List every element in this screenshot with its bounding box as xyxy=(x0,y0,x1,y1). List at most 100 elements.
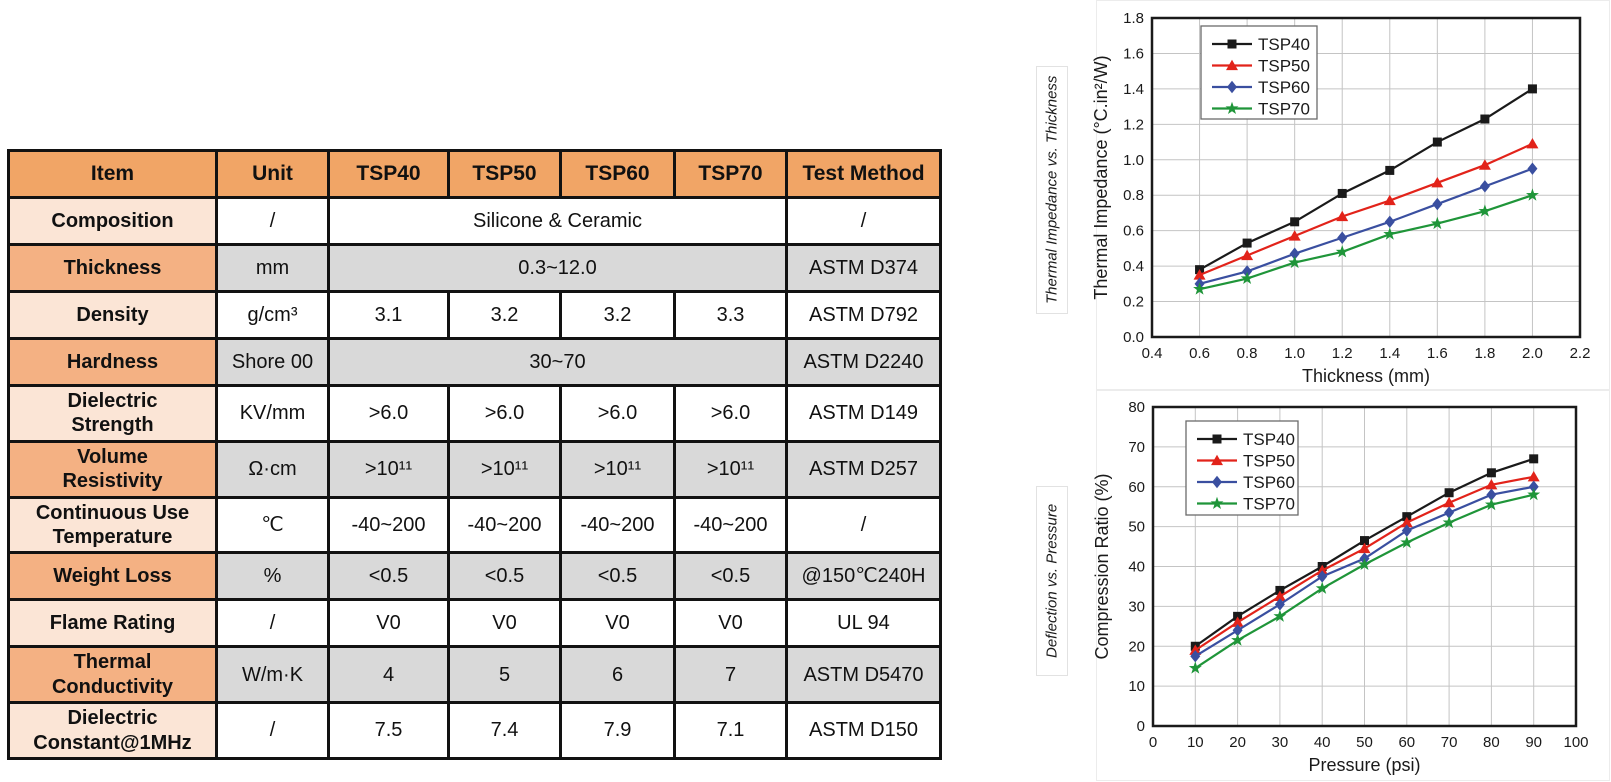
x-axis-label: Pressure (psi) xyxy=(1308,755,1420,775)
unit-cell: / xyxy=(215,598,330,649)
value-cell-tsp50: >10¹¹ xyxy=(447,439,562,499)
item-cell: Continuous Use Temperature xyxy=(7,495,218,555)
test-method-cell: / xyxy=(785,495,942,555)
x-tick-label: 40 xyxy=(1314,734,1331,751)
x-tick-label: 1.4 xyxy=(1379,345,1400,362)
value-cell-tsp60: >6.0 xyxy=(559,384,676,443)
x-tick-label: 0 xyxy=(1149,734,1157,751)
marker-triangle xyxy=(1193,269,1206,280)
x-tick-label: 100 xyxy=(1563,734,1588,751)
y-axis-label: Thermal Impedance (°C.in²/W) xyxy=(1091,55,1111,299)
marker-star xyxy=(1383,227,1397,240)
marker-diamond xyxy=(1212,475,1222,489)
table-row: Dielectric Constant@1MHz/7.5 7.4 7.9 7.1 AST… xyxy=(7,701,942,760)
x-tick-label: 20 xyxy=(1229,734,1246,751)
marker-diamond xyxy=(1289,247,1300,260)
marker-triangle xyxy=(1226,59,1238,71)
y-tick-label: 1.6 xyxy=(1123,45,1144,62)
legend-label-tsp70: TSP70 xyxy=(1258,100,1310,119)
marker-star xyxy=(1315,581,1329,594)
marker-star xyxy=(1400,535,1414,549)
unit-cell: g/cm³ xyxy=(215,290,330,340)
marker-square xyxy=(1486,468,1496,478)
y-tick-label: 0.0 xyxy=(1123,329,1144,346)
plot-border xyxy=(1151,405,1578,728)
marker-triangle xyxy=(1431,177,1444,188)
marker-star xyxy=(1442,515,1456,529)
test-method-cell: @150℃240H xyxy=(785,551,942,602)
table-header-row: Item Unit TSP40 TSP50 TSP60 TSP70 Test Method xyxy=(7,149,942,199)
column-header-tsp40: TSP40 xyxy=(327,149,450,199)
x-tick-label: 0.8 xyxy=(1237,345,1258,362)
y-tick-label: 40 xyxy=(1128,559,1145,576)
value-cell-tsp40: -40~200 xyxy=(327,495,450,555)
table-row: Thermal Conductivity W/m·K 4 5 6 7 ASTM D5470 xyxy=(7,645,942,705)
unit-cell: / xyxy=(215,701,330,760)
value-cell-tsp40: V0 xyxy=(327,598,450,649)
x-tick-label: 2.2 xyxy=(1570,345,1591,362)
legend-label-tsp50: TSP50 xyxy=(1258,57,1310,76)
item-cell: Density xyxy=(7,290,218,340)
column-header-tsp50: TSP50 xyxy=(447,149,562,199)
value-cell-tsp50: 3.2 xyxy=(447,290,562,340)
x-tick-label: 10 xyxy=(1187,734,1204,751)
compression-ratio-chart: 0 10 20 30 40 50 60 70 80 90 100 0 10 20 30 40 50 60 70 80 P… xyxy=(1092,399,1589,775)
value-cell-tsp60: 6 xyxy=(559,645,676,705)
table-row: Continuous Use Temperature ℃ -40~200 -40~20… xyxy=(7,495,942,555)
legend-label-tsp70: TSP70 xyxy=(1243,495,1295,514)
y-tick-label: 10 xyxy=(1128,678,1145,695)
table-row: Composition / Silicone & Ceramic / xyxy=(7,196,942,246)
value-cell-tsp40: 4 xyxy=(327,645,450,705)
value-cell-tsp50: 5 xyxy=(447,645,562,705)
y-tick-label: 0.8 xyxy=(1123,187,1144,204)
marker-triangle xyxy=(1443,496,1456,508)
y-axis-label: Compression Ratio (%) xyxy=(1092,473,1112,659)
marker-square xyxy=(1212,434,1222,444)
value-cell-merged: Silicone & Ceramic xyxy=(327,196,788,246)
value-cell-tsp60: -40~200 xyxy=(559,495,676,555)
item-cell: Thickness xyxy=(7,243,218,293)
unit-cell: mm xyxy=(215,243,330,293)
table-row: Thickness mm 0.3~12.0 ASTM D374 xyxy=(7,243,942,293)
marker-star xyxy=(1335,245,1349,258)
marker-triangle xyxy=(1358,542,1371,554)
value-cell-tsp70: >6.0 xyxy=(673,384,788,443)
marker-diamond xyxy=(1486,488,1497,501)
item-cell: Hardness xyxy=(7,337,218,387)
column-header-unit: Unit xyxy=(215,149,330,199)
spec-table: Item Unit TSP40 TSP50 TSP60 TSP70 Test Method … xyxy=(7,149,942,760)
column-header-test-method: Test Method xyxy=(785,149,942,199)
marker-square xyxy=(1290,217,1300,227)
unit-cell: Shore 00 xyxy=(215,337,330,387)
test-method-cell: ASTM D257 xyxy=(785,439,942,499)
y-tick-label: 0.4 xyxy=(1123,258,1144,275)
marker-square xyxy=(1385,165,1395,175)
marker-square xyxy=(1360,536,1369,546)
marker-diamond xyxy=(1274,598,1285,611)
marker-diamond xyxy=(1242,265,1253,278)
column-header-item: Item xyxy=(7,149,218,199)
item-cell: Composition xyxy=(7,196,218,246)
marker-star xyxy=(1225,101,1239,114)
legend-label-tsp40: TSP40 xyxy=(1243,430,1295,449)
unit-cell: KV/mm xyxy=(215,384,330,443)
value-cell-tsp70: 3.3 xyxy=(673,290,788,340)
column-header-tsp70: TSP70 xyxy=(673,149,788,199)
marker-triangle xyxy=(1241,249,1254,261)
legend-label-tsp50: TSP50 xyxy=(1243,452,1295,471)
compression-ratio-panel xyxy=(1096,390,1610,781)
y-tick-label: 70 xyxy=(1128,439,1145,456)
legend-label-tsp60: TSP60 xyxy=(1258,78,1310,97)
value-cell-tsp50: <0.5 xyxy=(447,551,562,602)
marker-star xyxy=(1527,487,1541,501)
marker-triangle xyxy=(1527,470,1540,482)
marker-star xyxy=(1358,557,1371,571)
x-tick-label: 80 xyxy=(1483,734,1500,751)
value-cell-tsp60: V0 xyxy=(559,598,676,649)
x-tick-label: 0.6 xyxy=(1189,345,1210,362)
series-line-tsp40 xyxy=(1199,87,1534,271)
marker-square xyxy=(1527,84,1537,94)
marker-square xyxy=(1227,39,1237,49)
legend-label-tsp60: TSP60 xyxy=(1243,473,1295,492)
x-axis-label: Thickness (mm) xyxy=(1302,366,1430,386)
